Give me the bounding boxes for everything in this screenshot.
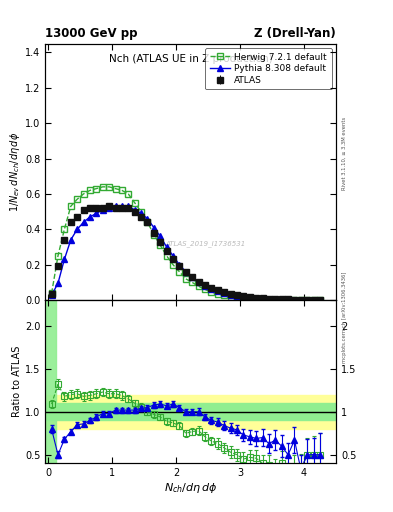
Herwig 7.2.1 default — [196, 283, 201, 289]
Pythia 8.308 default — [68, 237, 73, 243]
Herwig 7.2.1 default — [318, 297, 322, 303]
Pythia 8.308 default — [171, 253, 175, 259]
Pythia 8.308 default — [273, 296, 277, 303]
Herwig 7.2.1 default — [62, 226, 67, 232]
Text: Rivet 3.1.10, ≥ 3.3M events: Rivet 3.1.10, ≥ 3.3M events — [342, 117, 347, 190]
Herwig 7.2.1 default — [260, 296, 265, 303]
Herwig 7.2.1 default — [222, 292, 226, 298]
Herwig 7.2.1 default — [164, 253, 169, 259]
Pythia 8.308 default — [260, 296, 265, 302]
Herwig 7.2.1 default — [81, 191, 86, 197]
Pythia 8.308 default — [100, 207, 105, 213]
Pythia 8.308 default — [88, 214, 92, 220]
Pythia 8.308 default — [305, 297, 310, 303]
Herwig 7.2.1 default — [209, 289, 214, 295]
Pythia 8.308 default — [132, 207, 137, 213]
Herwig 7.2.1 default — [266, 296, 271, 303]
Pythia 8.308 default — [126, 203, 130, 209]
Y-axis label: $1/N_{ev}\,dN_{ch}/d\eta\,d\phi$: $1/N_{ev}\,dN_{ch}/d\eta\,d\phi$ — [8, 132, 22, 212]
Legend: Herwig 7.2.1 default, Pythia 8.308 default, ATLAS: Herwig 7.2.1 default, Pythia 8.308 defau… — [206, 48, 332, 90]
Text: ATLAS_2019_I1736531: ATLAS_2019_I1736531 — [165, 240, 245, 247]
Herwig 7.2.1 default — [94, 185, 99, 191]
Pythia 8.308 default — [318, 297, 322, 303]
Herwig 7.2.1 default — [145, 219, 150, 225]
Pythia 8.308 default — [228, 292, 233, 298]
Herwig 7.2.1 default — [139, 208, 143, 215]
Herwig 7.2.1 default — [88, 187, 92, 194]
Pythia 8.308 default — [94, 210, 99, 217]
Text: Nch (ATLAS UE in Z production): Nch (ATLAS UE in Z production) — [109, 54, 272, 64]
Pythia 8.308 default — [311, 297, 316, 303]
Herwig 7.2.1 default — [107, 184, 112, 190]
Line: Pythia 8.308 default: Pythia 8.308 default — [48, 203, 323, 303]
Herwig 7.2.1 default — [228, 294, 233, 300]
Text: Z (Drell-Yan): Z (Drell-Yan) — [254, 27, 336, 40]
Herwig 7.2.1 default — [113, 185, 118, 191]
Pythia 8.308 default — [254, 295, 259, 302]
Herwig 7.2.1 default — [241, 295, 246, 302]
Pythia 8.308 default — [164, 244, 169, 250]
Pythia 8.308 default — [158, 233, 163, 240]
Herwig 7.2.1 default — [203, 286, 208, 292]
Herwig 7.2.1 default — [126, 191, 130, 197]
Pythia 8.308 default — [49, 292, 54, 298]
Text: mcplots.cern.ch [arXiv:1306.3436]: mcplots.cern.ch [arXiv:1306.3436] — [342, 272, 347, 363]
Herwig 7.2.1 default — [171, 262, 175, 268]
Herwig 7.2.1 default — [292, 297, 297, 303]
Pythia 8.308 default — [196, 280, 201, 286]
Pythia 8.308 default — [215, 288, 220, 294]
Herwig 7.2.1 default — [119, 187, 124, 194]
Herwig 7.2.1 default — [305, 297, 310, 303]
Herwig 7.2.1 default — [247, 295, 252, 302]
Pythia 8.308 default — [145, 216, 150, 222]
Text: 13000 GeV pp: 13000 GeV pp — [45, 27, 138, 40]
Herwig 7.2.1 default — [215, 291, 220, 297]
Pythia 8.308 default — [203, 283, 208, 289]
Pythia 8.308 default — [266, 296, 271, 302]
Herwig 7.2.1 default — [49, 290, 54, 296]
Pythia 8.308 default — [247, 295, 252, 301]
Pythia 8.308 default — [292, 296, 297, 303]
Pythia 8.308 default — [139, 210, 143, 217]
Pythia 8.308 default — [299, 297, 303, 303]
Pythia 8.308 default — [113, 203, 118, 209]
Y-axis label: Ratio to ATLAS: Ratio to ATLAS — [12, 346, 22, 417]
Herwig 7.2.1 default — [190, 280, 195, 286]
Pythia 8.308 default — [209, 286, 214, 292]
Herwig 7.2.1 default — [311, 297, 316, 303]
Herwig 7.2.1 default — [56, 253, 61, 259]
Pythia 8.308 default — [241, 294, 246, 301]
Herwig 7.2.1 default — [158, 242, 163, 248]
Pythia 8.308 default — [286, 296, 290, 303]
Herwig 7.2.1 default — [273, 296, 277, 303]
X-axis label: $N_{ch}/d\eta\,d\phi$: $N_{ch}/d\eta\,d\phi$ — [164, 481, 217, 495]
Herwig 7.2.1 default — [132, 200, 137, 206]
Pythia 8.308 default — [222, 290, 226, 296]
Herwig 7.2.1 default — [184, 276, 188, 282]
Herwig 7.2.1 default — [75, 196, 79, 202]
Herwig 7.2.1 default — [235, 294, 239, 301]
Pythia 8.308 default — [279, 296, 284, 303]
Herwig 7.2.1 default — [286, 297, 290, 303]
Herwig 7.2.1 default — [151, 231, 156, 238]
Pythia 8.308 default — [235, 293, 239, 300]
Herwig 7.2.1 default — [100, 184, 105, 190]
Herwig 7.2.1 default — [177, 269, 182, 275]
Pythia 8.308 default — [107, 205, 112, 211]
Pythia 8.308 default — [62, 257, 67, 263]
Line: Herwig 7.2.1 default: Herwig 7.2.1 default — [48, 184, 323, 303]
Pythia 8.308 default — [81, 219, 86, 225]
Herwig 7.2.1 default — [299, 297, 303, 303]
Herwig 7.2.1 default — [254, 296, 259, 302]
Pythia 8.308 default — [75, 226, 79, 232]
Herwig 7.2.1 default — [68, 203, 73, 209]
Pythia 8.308 default — [190, 274, 195, 280]
Pythia 8.308 default — [151, 224, 156, 230]
Pythia 8.308 default — [119, 203, 124, 209]
Herwig 7.2.1 default — [279, 296, 284, 303]
Pythia 8.308 default — [56, 280, 61, 286]
Pythia 8.308 default — [177, 262, 182, 268]
Pythia 8.308 default — [184, 269, 188, 275]
